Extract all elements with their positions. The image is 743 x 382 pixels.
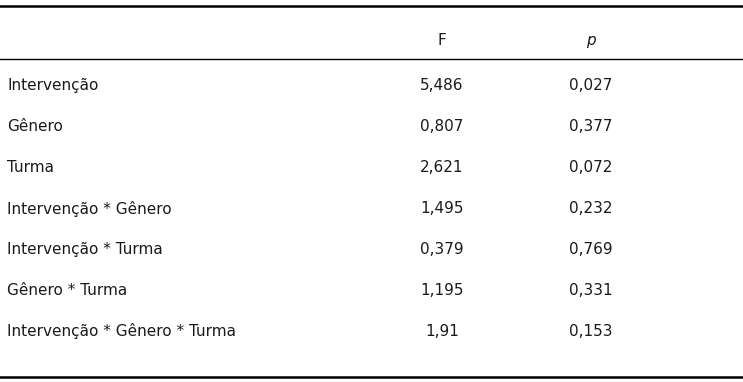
Text: Intervenção: Intervenção [7, 78, 99, 94]
Text: 0,377: 0,377 [569, 119, 612, 134]
Text: Intervenção * Gênero: Intervenção * Gênero [7, 201, 172, 217]
Text: 0,331: 0,331 [569, 283, 612, 298]
Text: Intervenção * Gênero * Turma: Intervenção * Gênero * Turma [7, 323, 236, 339]
Text: 1,495: 1,495 [421, 201, 464, 216]
Text: Turma: Turma [7, 160, 54, 175]
Text: 0,232: 0,232 [569, 201, 612, 216]
Text: Gênero: Gênero [7, 119, 63, 134]
Text: 0,379: 0,379 [421, 242, 464, 257]
Text: 2,621: 2,621 [421, 160, 464, 175]
Text: 1,195: 1,195 [421, 283, 464, 298]
Text: 5,486: 5,486 [421, 78, 464, 94]
Text: 0,072: 0,072 [569, 160, 612, 175]
Text: 0,769: 0,769 [569, 242, 612, 257]
Text: 0,153: 0,153 [569, 324, 612, 339]
Text: Intervenção * Turma: Intervenção * Turma [7, 242, 163, 257]
Text: 0,807: 0,807 [421, 119, 464, 134]
Text: 1,91: 1,91 [425, 324, 459, 339]
Text: Gênero * Turma: Gênero * Turma [7, 283, 128, 298]
Text: p: p [586, 32, 595, 48]
Text: F: F [438, 32, 447, 48]
Text: 0,027: 0,027 [569, 78, 612, 94]
